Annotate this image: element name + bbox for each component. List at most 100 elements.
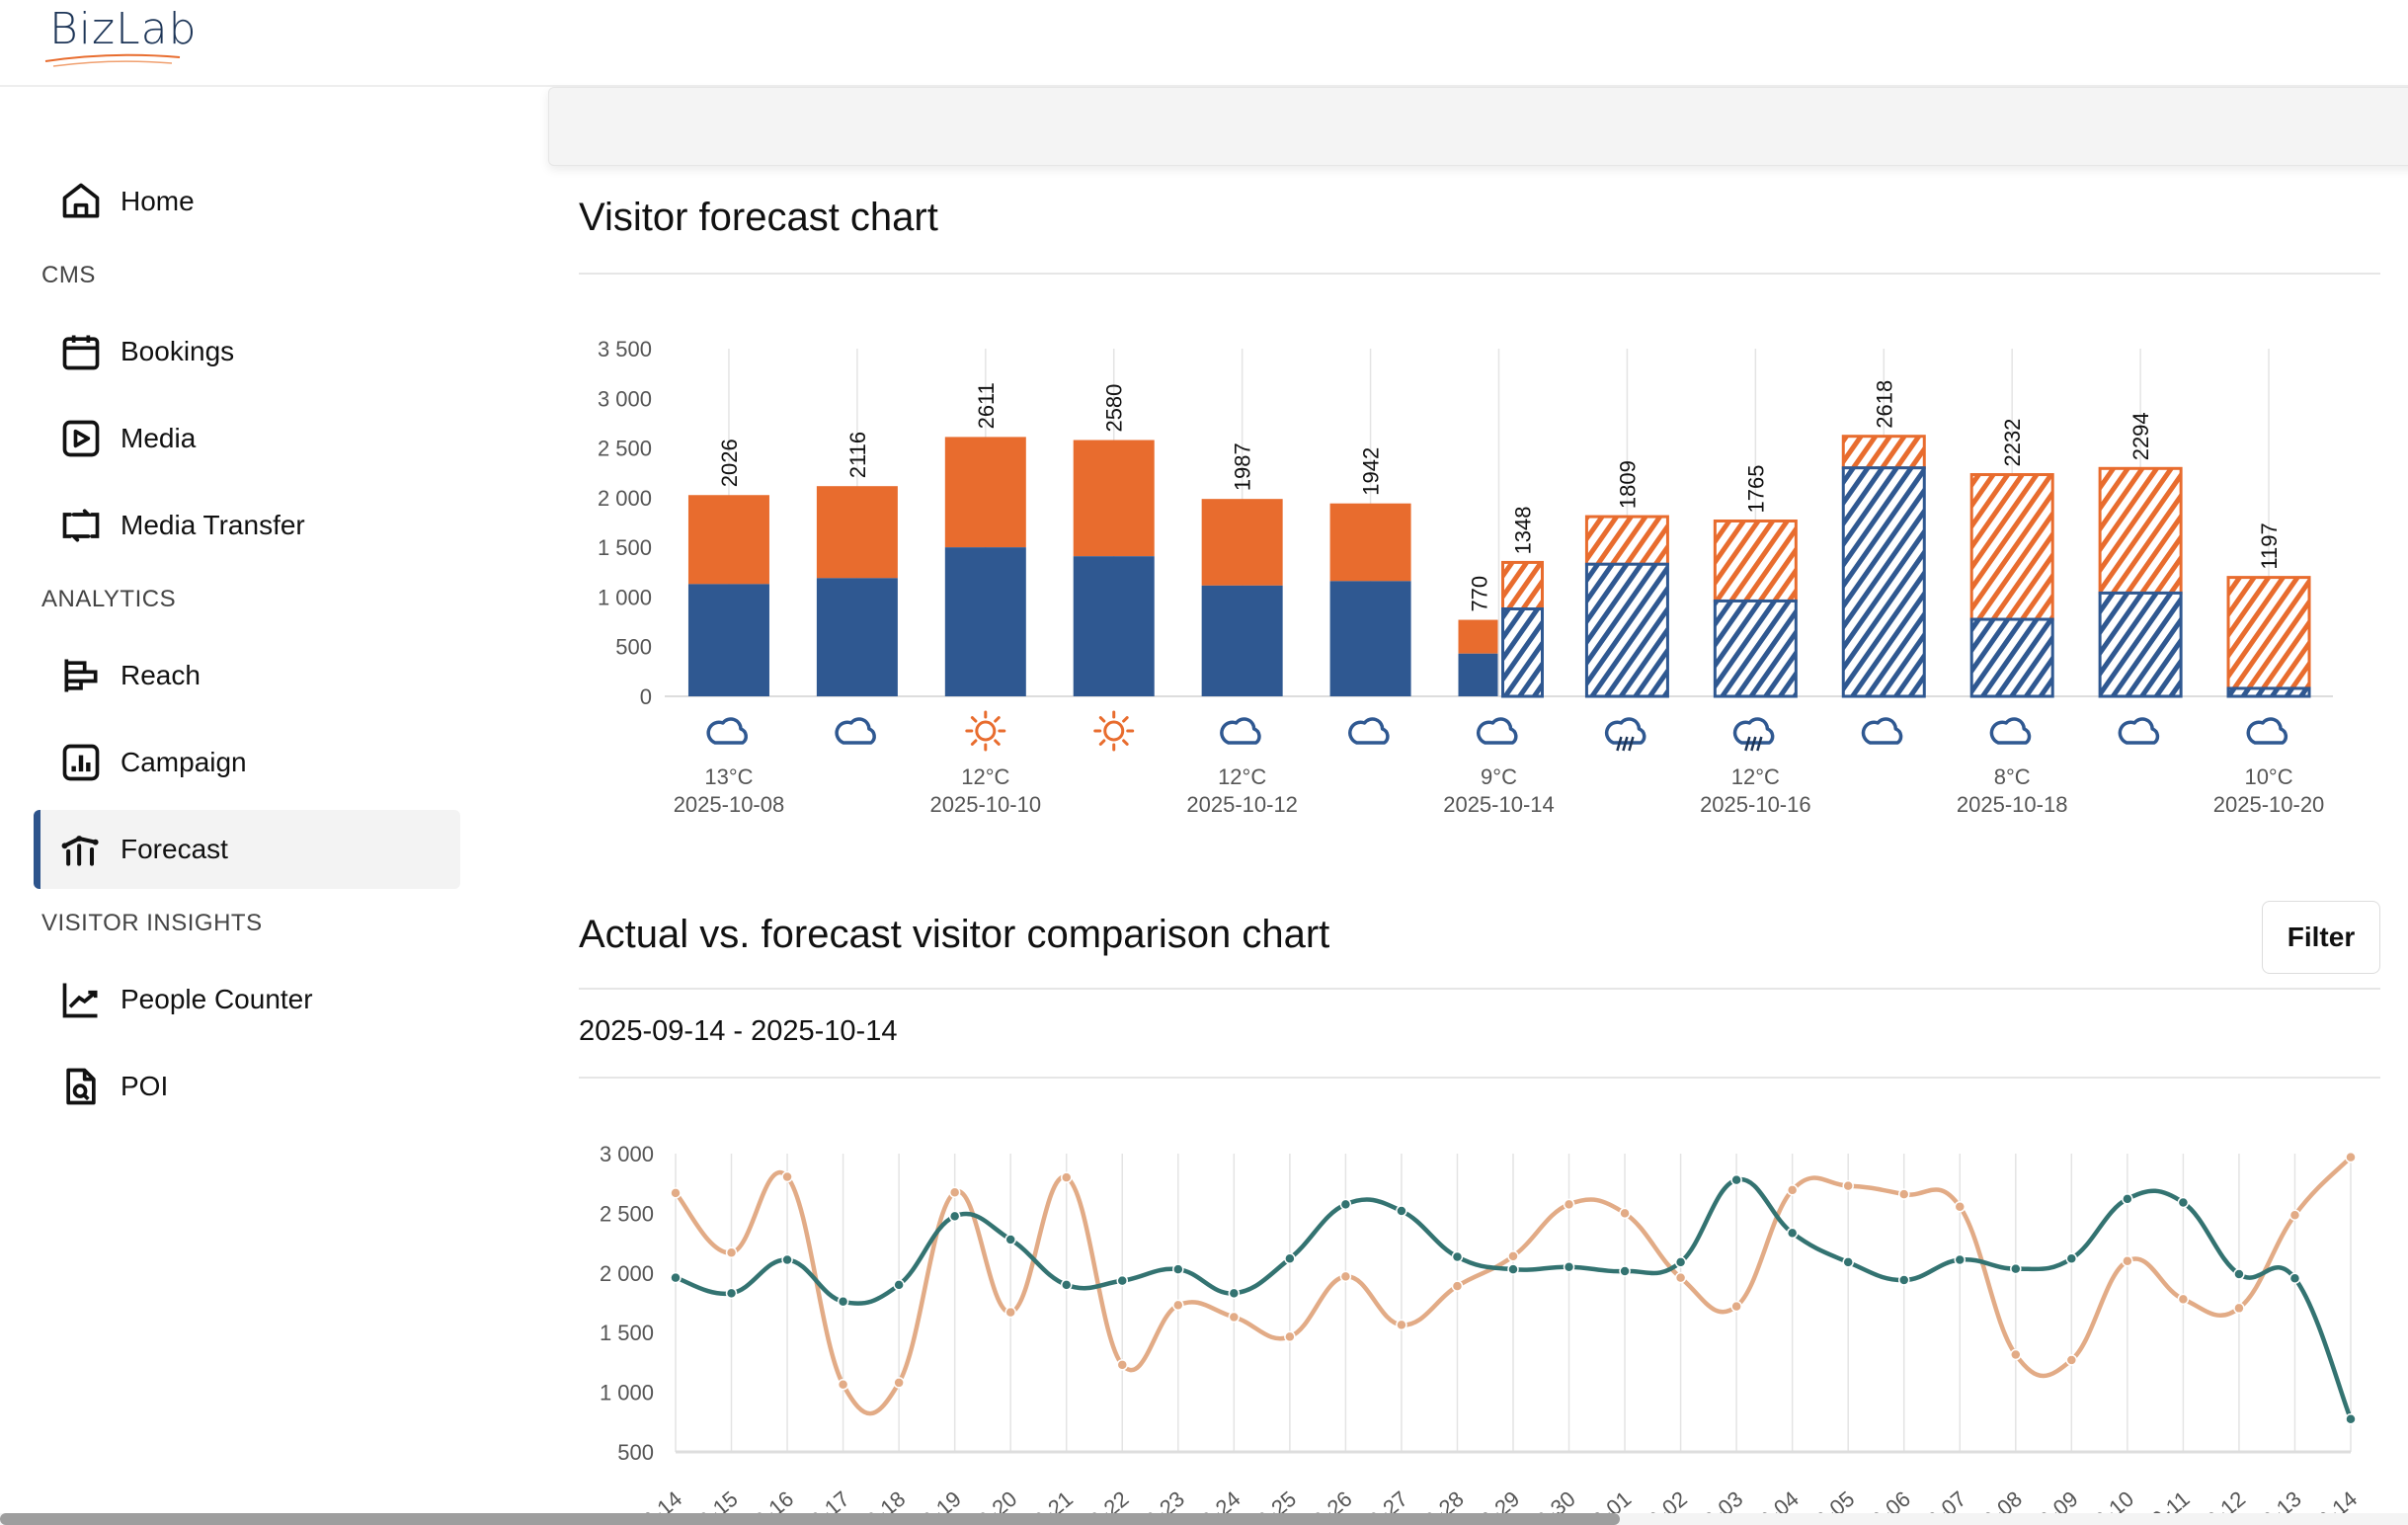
bar-value-label: 2116 xyxy=(845,432,870,478)
rain-drop xyxy=(1622,736,1629,752)
x-tick-label: 2025-10-10 xyxy=(930,792,1042,817)
bar-actual-segment xyxy=(1201,585,1283,696)
data-point xyxy=(1172,1299,1184,1312)
rain-drop xyxy=(1756,736,1763,752)
bar-value-label: 1348 xyxy=(1511,506,1536,554)
bar-actual-segment xyxy=(1841,466,1926,698)
data-point xyxy=(1786,1184,1799,1196)
sidebar-item-media[interactable]: Media xyxy=(34,399,460,478)
data-point xyxy=(1730,1300,1742,1313)
cloud-icon xyxy=(2118,717,2160,745)
trend-icon xyxy=(62,983,98,1018)
toolbar-panel xyxy=(548,87,2408,166)
data-point xyxy=(1563,1261,1575,1273)
sidebar-item-bookings[interactable]: Bookings xyxy=(34,312,460,391)
cloud-icon xyxy=(1220,717,1261,745)
sun-ray xyxy=(1098,739,1106,746)
sidebar-item-label: Forecast xyxy=(120,834,228,864)
bar-value-label: 2580 xyxy=(1102,384,1127,433)
data-point xyxy=(2345,1413,2357,1425)
data-point xyxy=(948,1186,961,1199)
logo-swoosh-icon xyxy=(44,53,181,67)
bar-value-label: 1197 xyxy=(2257,522,2282,569)
bar-actual-segment xyxy=(1458,653,1498,696)
bizlab-logo[interactable]: BizLab xyxy=(49,4,198,54)
data-point xyxy=(1897,1274,1910,1286)
sidebar-item-people-counter[interactable]: People Counter xyxy=(34,960,460,1039)
data-point xyxy=(1004,1234,1016,1245)
page-title: Visitor forecast chart xyxy=(579,196,938,239)
sun-ray xyxy=(1122,739,1129,746)
cloud-shape xyxy=(1989,717,2032,745)
bar-forecast-segment xyxy=(1841,435,1926,470)
data-point xyxy=(2288,1272,2301,1284)
bar-value-label: 1765 xyxy=(1743,465,1768,514)
data-point xyxy=(1842,1256,1854,1268)
home-icon xyxy=(62,183,100,218)
rain-icon xyxy=(1732,717,1775,752)
bar-value-label: 2026 xyxy=(717,439,742,487)
data-point xyxy=(670,1187,682,1199)
cloud-shape xyxy=(835,717,876,745)
bar-forecast-segment xyxy=(2098,466,2183,595)
data-point xyxy=(1116,1359,1129,1371)
sidebar-item-forecast[interactable]: Forecast xyxy=(34,810,460,889)
rain-drop xyxy=(1628,736,1635,752)
data-point xyxy=(1954,1201,1967,1213)
cloud-icon xyxy=(835,717,876,745)
bar-actual-segment xyxy=(1329,581,1411,696)
cloud-shape xyxy=(1220,717,1261,745)
top-header: BizLab xyxy=(0,0,2408,87)
reach-icon xyxy=(64,659,98,692)
sidebar-item-label: Bookings xyxy=(120,336,235,366)
y-tick-label: 2 500 xyxy=(600,1201,654,1226)
sun-icon xyxy=(1093,710,1135,752)
data-point xyxy=(1786,1227,1799,1240)
divider xyxy=(579,988,2380,990)
sun-ray xyxy=(970,716,978,723)
bar-forecast-segment xyxy=(2226,576,2311,690)
date-range: 2025-09-14 - 2025-10-14 xyxy=(579,1015,898,1047)
sidebar-item-reach[interactable]: Reach xyxy=(34,636,460,715)
sun-icon xyxy=(965,710,1006,752)
sun-ray xyxy=(970,739,978,746)
cloud-shape xyxy=(1476,717,1518,745)
x-tick-label: 2025-10-12 xyxy=(1186,792,1298,817)
sun-ray xyxy=(994,716,1001,723)
temperature-label: 10°C xyxy=(2244,764,2292,789)
cloud-shape xyxy=(2246,717,2288,745)
data-point xyxy=(2233,1302,2245,1315)
y-tick-label: 3 000 xyxy=(598,386,652,411)
horizontal-scrollbar-thumb[interactable] xyxy=(0,1513,1620,1525)
data-point xyxy=(1507,1250,1519,1262)
data-point xyxy=(2288,1209,2301,1221)
sidebar-item-poi[interactable]: POI xyxy=(34,1047,460,1126)
data-point xyxy=(670,1271,682,1284)
x-tick-label: 2025-10-08 xyxy=(674,792,785,817)
rain-drop xyxy=(1744,736,1751,752)
bar-forecast-segment xyxy=(1969,473,2054,621)
sidebar-item-label: Reach xyxy=(120,660,201,690)
data-point xyxy=(1339,1270,1352,1283)
data-point xyxy=(1897,1188,1910,1200)
sun-ray xyxy=(994,739,1001,746)
sidebar-item-campaign[interactable]: Campaign xyxy=(34,723,460,802)
filter-button[interactable]: Filter xyxy=(2262,901,2380,974)
sun-ray xyxy=(1122,716,1129,723)
sidebar-item-media-transfer[interactable]: Media Transfer xyxy=(34,486,460,565)
bar-forecast-segment xyxy=(1458,619,1498,654)
data-point xyxy=(2010,1348,2022,1361)
cloud-icon xyxy=(1861,717,1903,745)
y-tick-label: 0 xyxy=(640,684,652,709)
sidebar-item-label: Media xyxy=(120,423,197,453)
divider xyxy=(579,273,2380,275)
data-point xyxy=(2345,1151,2357,1164)
y-tick-label: 1 500 xyxy=(598,535,652,560)
data-point xyxy=(1674,1271,1687,1284)
y-tick-label: 3 500 xyxy=(598,337,652,361)
temperature-label: 12°C xyxy=(1731,764,1780,789)
data-point xyxy=(1619,1265,1631,1277)
sidebar-item-home[interactable]: Home xyxy=(34,162,460,241)
temperature-label: 9°C xyxy=(1481,764,1517,789)
data-point xyxy=(1060,1279,1073,1291)
